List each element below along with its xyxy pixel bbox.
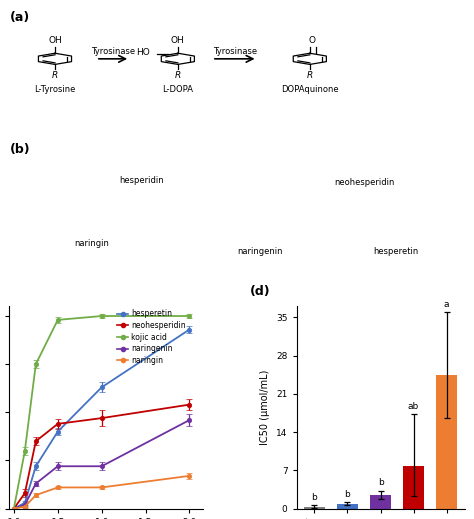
Bar bbox=[437, 375, 457, 509]
Bar bbox=[370, 495, 391, 509]
Text: R: R bbox=[52, 71, 58, 80]
Text: L-Tyrosine: L-Tyrosine bbox=[34, 85, 76, 93]
Text: ab: ab bbox=[408, 402, 419, 411]
Text: HO: HO bbox=[137, 48, 150, 58]
Text: Tyrosinase: Tyrosinase bbox=[213, 47, 257, 56]
Text: a: a bbox=[444, 299, 449, 309]
Bar bbox=[337, 504, 358, 509]
Text: (b): (b) bbox=[9, 143, 30, 156]
Text: (a): (a) bbox=[9, 11, 30, 24]
Text: hesperetin: hesperetin bbox=[374, 248, 419, 256]
Bar bbox=[403, 466, 424, 509]
Text: O: O bbox=[309, 36, 316, 45]
Text: hesperidin: hesperidin bbox=[119, 175, 164, 185]
Text: L-DOPA: L-DOPA bbox=[162, 85, 193, 93]
Text: naringenin: naringenin bbox=[237, 248, 283, 256]
Text: b: b bbox=[345, 490, 350, 499]
Legend: hesperetin, neohesperidin, kojic acid, naringenin, naringin: hesperetin, neohesperidin, kojic acid, n… bbox=[114, 306, 189, 368]
Text: R: R bbox=[307, 71, 313, 80]
Text: Tyrosinase: Tyrosinase bbox=[91, 47, 135, 56]
Bar bbox=[304, 507, 325, 509]
Text: DOPAquinone: DOPAquinone bbox=[281, 85, 338, 93]
Text: OH: OH bbox=[171, 36, 185, 45]
Text: OH: OH bbox=[48, 36, 62, 45]
Text: neohesperidin: neohesperidin bbox=[334, 179, 394, 187]
Text: b: b bbox=[378, 479, 383, 487]
Text: naringin: naringin bbox=[74, 239, 109, 248]
Text: b: b bbox=[311, 493, 317, 502]
Text: R: R bbox=[175, 71, 181, 80]
Y-axis label: IC50 (μmol/mL): IC50 (μmol/mL) bbox=[261, 370, 271, 445]
Text: (d): (d) bbox=[249, 285, 270, 298]
